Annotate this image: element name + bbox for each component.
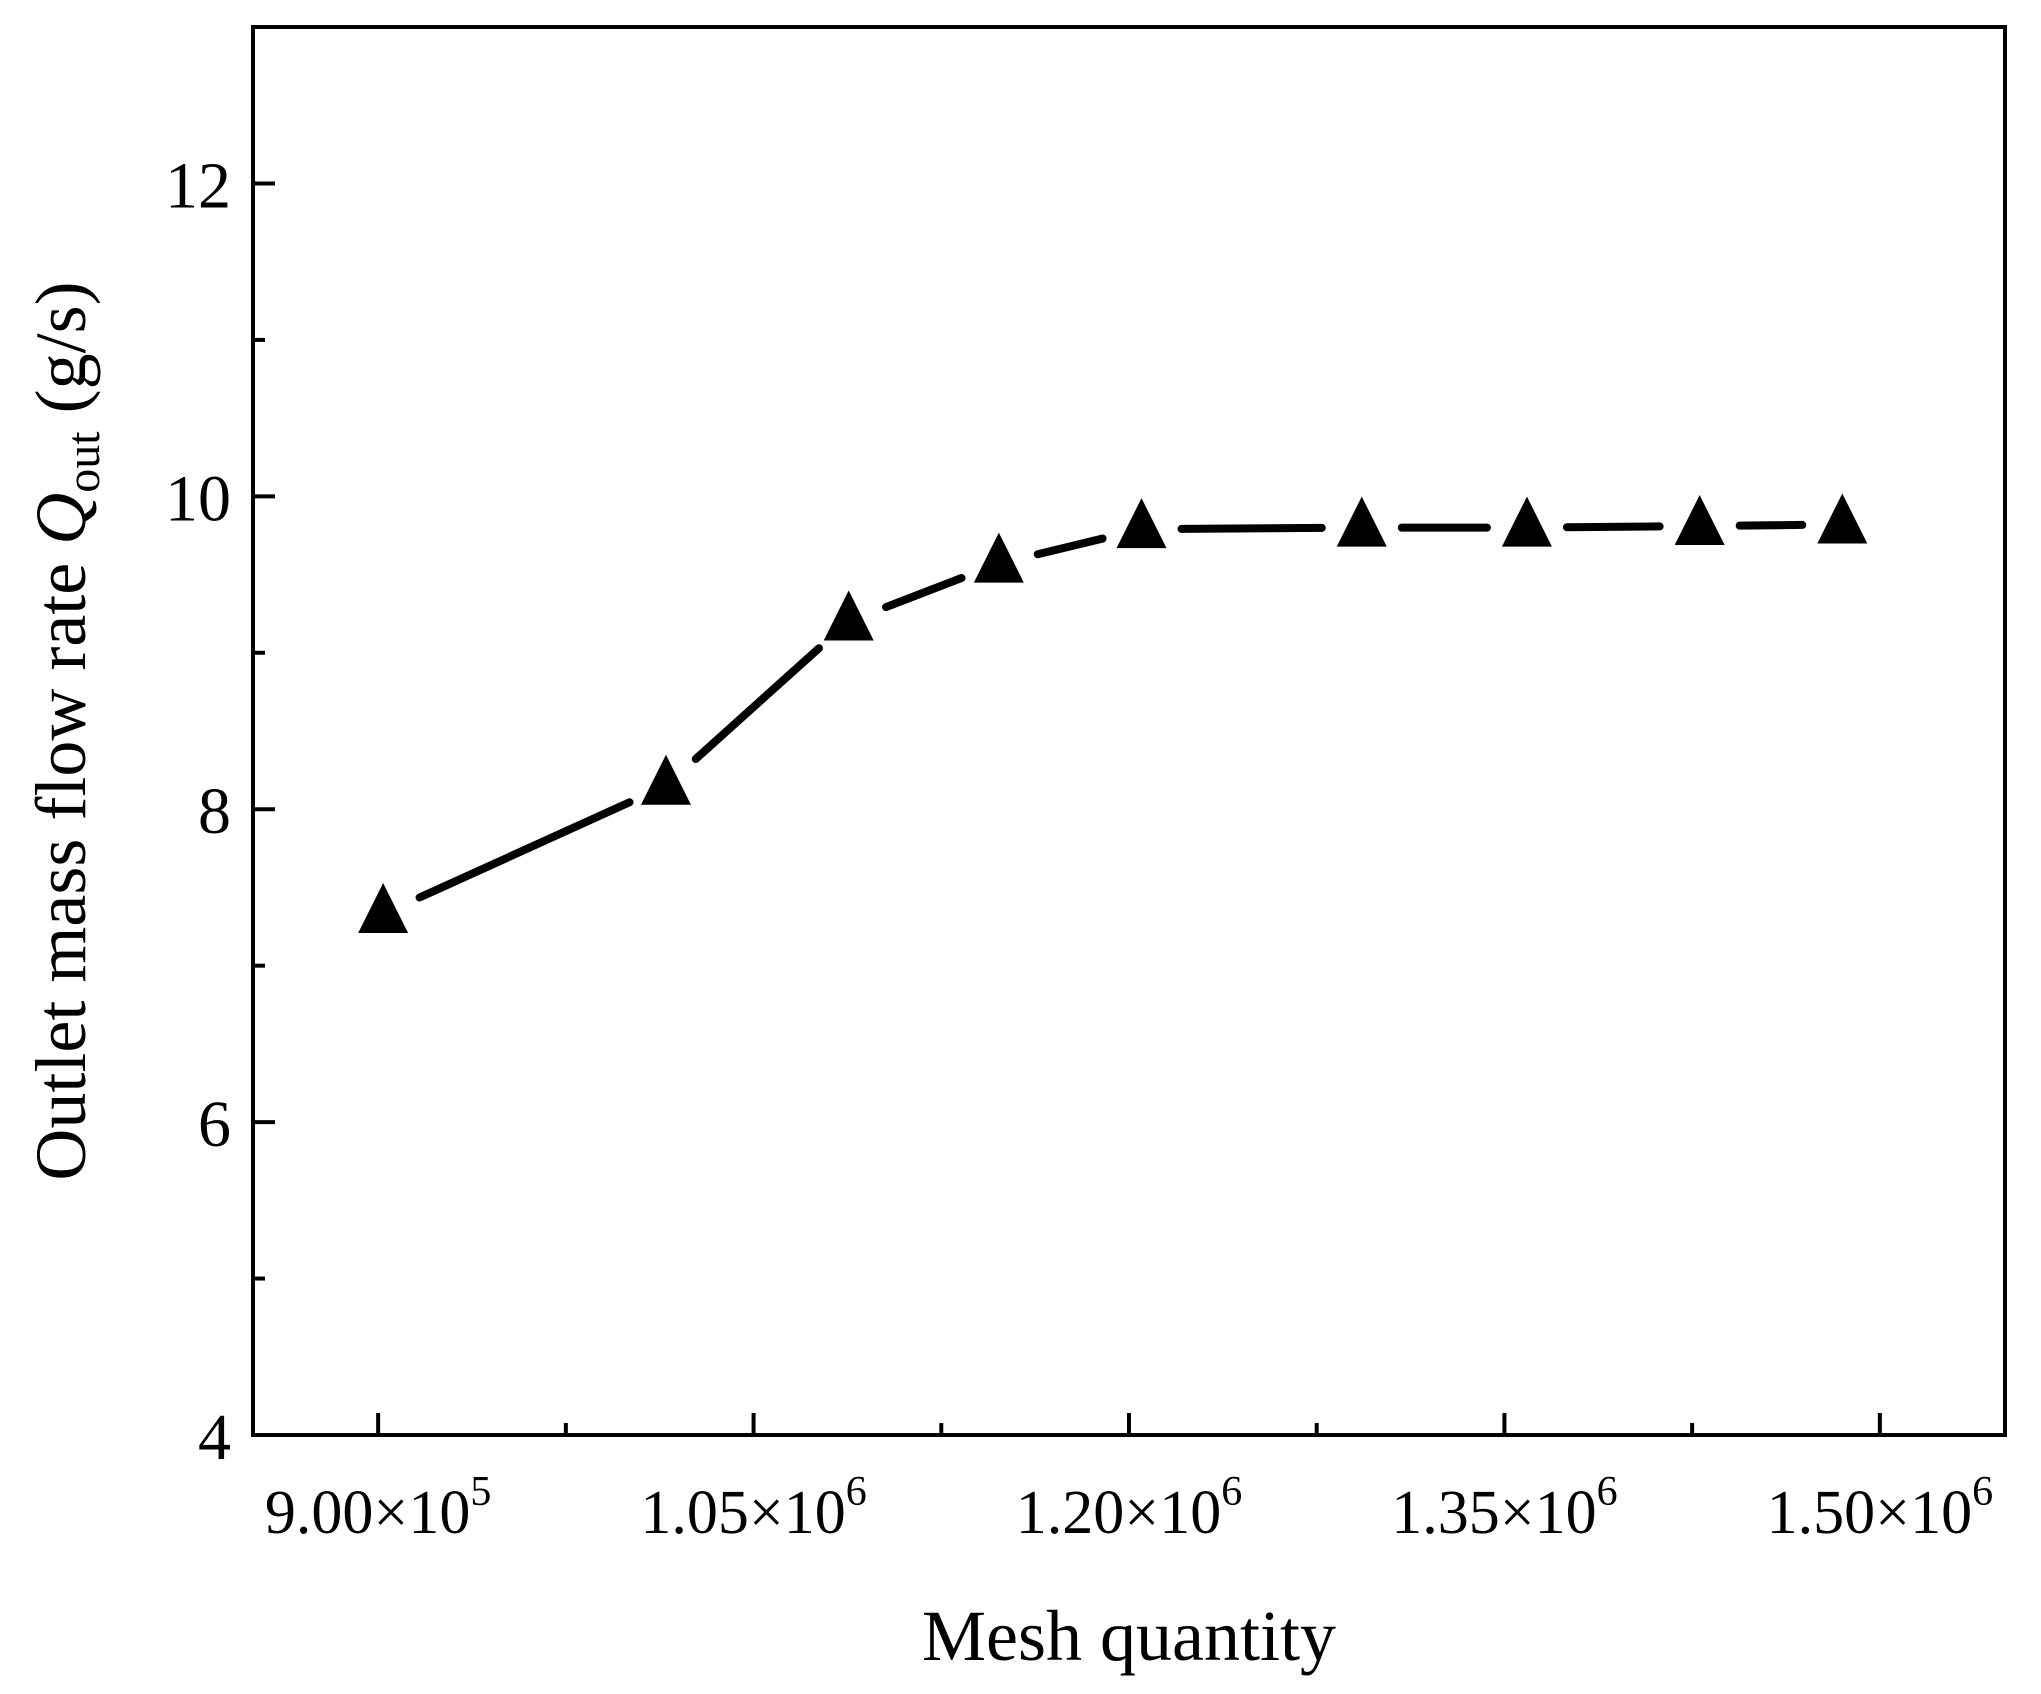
- x-tick-times-ten: ×10: [1875, 1479, 1972, 1547]
- x-tick-mantissa: 9.00: [265, 1479, 374, 1547]
- x-tick-exponent: 6: [1597, 1469, 1618, 1515]
- data-point-marker: [1674, 495, 1725, 546]
- x-tick-times-ten: ×10: [1124, 1479, 1221, 1547]
- data-point-marker: [1336, 496, 1387, 547]
- series-line-segment: [1735, 520, 1807, 530]
- x-tick-mantissa: 1.35: [1391, 1479, 1500, 1547]
- y-axis-label-unit: (g/s): [21, 281, 101, 431]
- y-axis-label-subscript: out: [57, 431, 110, 493]
- series-line-segment: [1177, 523, 1326, 533]
- x-tick-mantissa: 1.50: [1767, 1479, 1876, 1547]
- data-point-marker: [640, 754, 691, 805]
- y-axis-label: Outlet mass flow rate Qout (g/s): [21, 281, 110, 1180]
- y-axis-ticks: 4 6 8 10 12: [165, 149, 275, 1474]
- data-point-marker: [1501, 496, 1552, 547]
- data-point-marker: [1116, 498, 1167, 549]
- x-tick-mantissa: 1.20: [1016, 1479, 1125, 1547]
- y-tick-label: 8: [198, 775, 231, 848]
- x-tick-exponent: 5: [470, 1469, 491, 1515]
- y-tick-label: 10: [165, 462, 231, 535]
- data-series: [358, 493, 1868, 934]
- data-point-marker: [823, 590, 874, 641]
- x-axis-ticks: 9.00×105 1.05×106 1.20×106 1.35×106 1.50×106: [265, 1413, 1993, 1547]
- data-point-marker: [1817, 493, 1868, 544]
- x-tick-times-ten: ×10: [1500, 1479, 1597, 1547]
- y-tick-label: 12: [165, 149, 231, 222]
- plot-frame: [251, 25, 2007, 1437]
- x-tick-times-ten: ×10: [749, 1479, 846, 1547]
- x-tick-mantissa: 1.05: [640, 1479, 749, 1547]
- series-line-segment: [882, 573, 966, 612]
- x-axis-label: Mesh quantity: [922, 1596, 1336, 1676]
- x-tick-label: 9.00×105: [265, 1469, 491, 1547]
- data-point-marker: [358, 883, 409, 934]
- y-axis-label-symbol: Q: [21, 493, 101, 545]
- x-tick-exponent: 6: [846, 1469, 867, 1515]
- y-tick-label: 6: [198, 1088, 231, 1161]
- x-tick-label: 1.05×106: [640, 1469, 866, 1547]
- y-axis-label-prefix: Outlet mass flow rate: [21, 545, 101, 1181]
- x-tick-exponent: 6: [1221, 1469, 1242, 1515]
- y-tick-label: 4: [198, 1401, 231, 1474]
- x-tick-label: 1.20×106: [1016, 1469, 1242, 1547]
- series-line-segment: [1562, 522, 1664, 532]
- x-tick-label: 1.35×106: [1391, 1469, 1617, 1547]
- x-tick-exponent: 6: [1972, 1469, 1993, 1515]
- x-tick-label: 1.50×106: [1767, 1469, 1993, 1547]
- series-line-segment: [691, 644, 823, 764]
- series-line-segment: [1033, 534, 1107, 559]
- series-line-segment: [415, 798, 634, 902]
- data-point-marker: [973, 532, 1024, 583]
- x-tick-times-ten: ×10: [373, 1479, 470, 1547]
